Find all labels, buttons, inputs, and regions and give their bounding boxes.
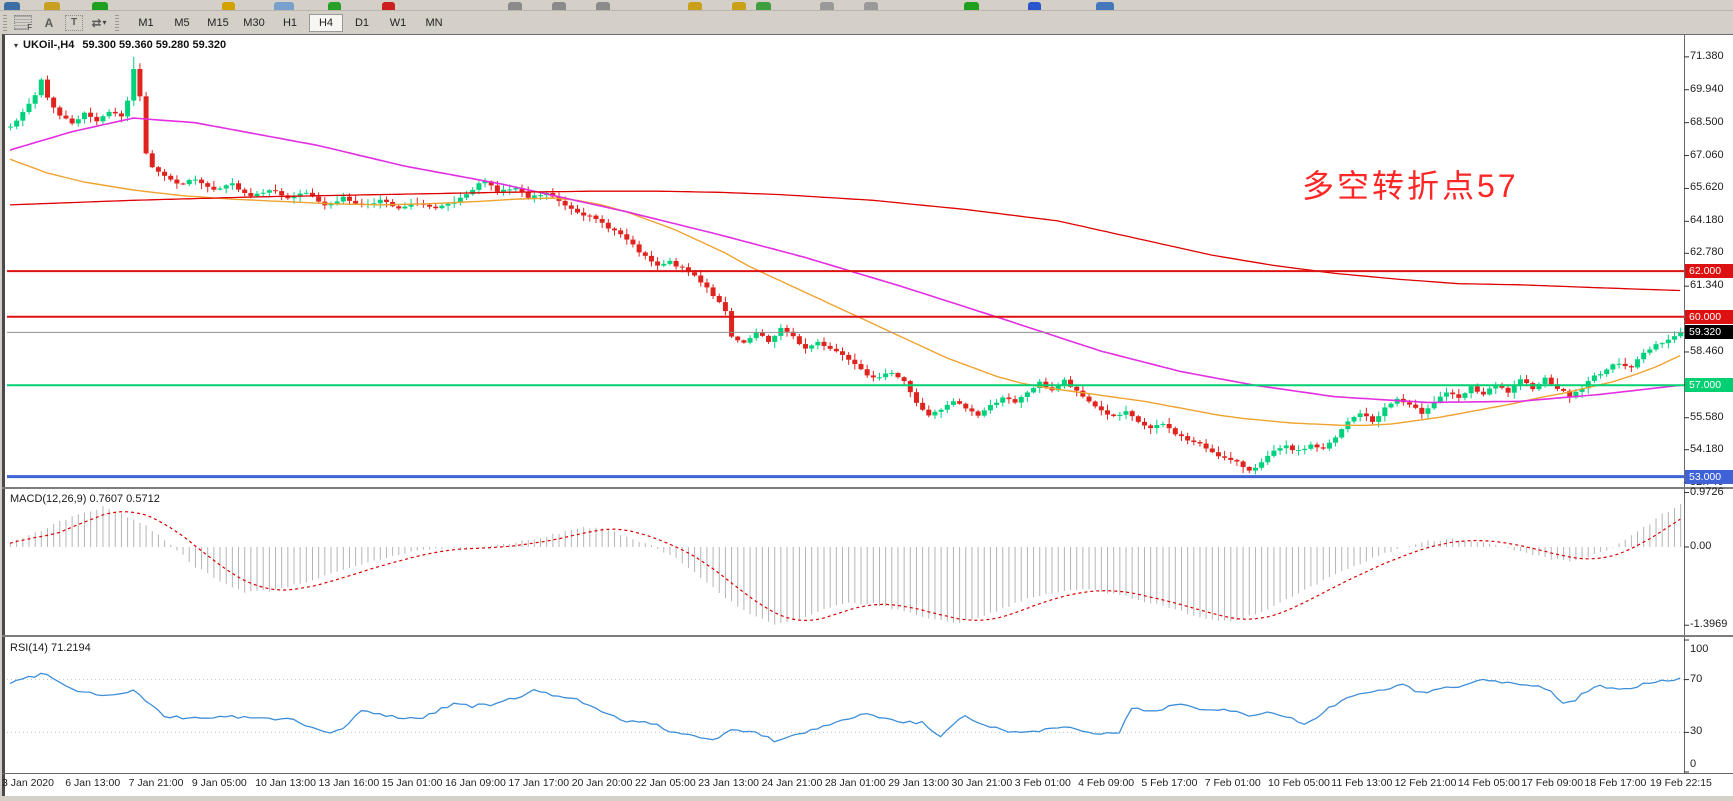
chart-collapse-arrow[interactable]: ▾ <box>14 41 19 50</box>
price-badge-53.000: 53.000 <box>1685 469 1733 484</box>
zoom-out-icon[interactable] <box>732 2 746 10</box>
search-icon[interactable] <box>44 2 60 10</box>
time-axis-label: 24 Jan 21:00 <box>761 777 823 789</box>
timeframe-button-H4[interactable]: H4 <box>309 13 343 32</box>
time-axis-label: 17 Feb 09:00 <box>1521 777 1584 789</box>
time-axis-label: 22 Jan 05:00 <box>635 777 696 789</box>
time-axis-label: 11 Feb 13:00 <box>1331 777 1393 789</box>
add-chart-icon[interactable] <box>92 2 108 10</box>
price-axis-label: 61.340 <box>1690 279 1724 292</box>
bar-chart-icon[interactable] <box>508 2 522 10</box>
chevron-down-icon[interactable]: ▾ <box>102 18 107 27</box>
annotation-label[interactable]: 多空转折点57 <box>1302 168 1519 204</box>
timeframe-button-H1[interactable]: H1 <box>282 16 298 29</box>
timeframe-button-M1[interactable]: M1 <box>138 16 154 29</box>
time-axis-label: 10 Feb 05:00 <box>1268 777 1330 789</box>
tile-windows-icon[interactable] <box>820 2 834 10</box>
price-axis-label: 69.940 <box>1690 82 1724 95</box>
macd-indicator-label: MACD(12,26,9) 0.7607 0.5712 <box>10 493 160 505</box>
rsi-axis-label: 100 <box>1690 643 1709 655</box>
indicators-icon[interactable] <box>964 2 979 10</box>
price-axis-label: 65.620 <box>1690 181 1724 194</box>
chart-quote: 59.300 59.360 59.280 59.320 <box>82 39 227 51</box>
timeframe-button-W1[interactable]: W1 <box>389 16 407 29</box>
arrows-glyph: ⇄ <box>91 15 102 30</box>
macd-axis-label: 0.9726 <box>1690 485 1724 498</box>
price-badge-60.000: 60.000 <box>1685 309 1733 324</box>
price-axis-label: 54.180 <box>1690 442 1724 455</box>
rsi-axis-label: 0 <box>1690 758 1697 770</box>
time-axis-label: 29 Jan 13:00 <box>888 777 949 789</box>
price-axis-label: 71.380 <box>1690 49 1724 62</box>
cascade-windows-icon[interactable] <box>864 2 878 10</box>
price-axis-label: 64.180 <box>1690 214 1724 227</box>
line-chart-icon[interactable] <box>596 2 610 10</box>
time-axis-label: 7 Jan 21:00 <box>128 777 184 789</box>
price-axis-label: 62.780 <box>1690 246 1724 259</box>
time-axis-label: 7 Feb 01:00 <box>1204 777 1261 789</box>
fibonacci-tool-icon[interactable]: F <box>13 14 33 32</box>
time-axis-label: 6 Jan 13:00 <box>65 777 121 789</box>
chart-symbol-period: UKOil-,H4 <box>23 39 75 51</box>
alert-icon[interactable] <box>222 2 235 10</box>
time-axis-label: 3 Feb 01:00 <box>1014 777 1071 789</box>
price-axis-label: 58.460 <box>1690 344 1724 357</box>
time-axis-label: 13 Jan 16:00 <box>318 777 380 789</box>
period-icon[interactable] <box>1028 2 1041 10</box>
timeframe-button-M5[interactable]: M5 <box>174 16 190 29</box>
timeframe-button-D1[interactable]: D1 <box>354 16 370 29</box>
chart-header: ▾ UKOil-,H4 59.300 59.360 59.280 59.320 <box>14 39 226 51</box>
time-axis-label: 10 Jan 13:00 <box>255 777 316 789</box>
price-axis-label: 67.060 <box>1690 148 1724 161</box>
toolbar-row-clipped <box>0 0 1733 11</box>
price-axis-label: 55.580 <box>1690 410 1724 423</box>
time-axis-label: 15 Jan 01:00 <box>381 777 443 789</box>
time-axis-label: 19 Feb 22:15 <box>1650 777 1712 789</box>
price-axis-label: 68.500 <box>1690 115 1724 128</box>
grid-icon[interactable] <box>756 2 771 10</box>
toolbar-drag-handle[interactable] <box>3 14 7 31</box>
time-axis-label: 17 Jan 17:00 <box>508 777 570 789</box>
toolbar-drag-handle[interactable] <box>115 14 119 31</box>
price-badge-62.000: 62.000 <box>1685 264 1733 279</box>
time-axis-label: 5 Feb 17:00 <box>1141 777 1198 789</box>
timeframe-bar: M1 M5 M15 M30 H1 H4 D1 W1 MN <box>128 13 452 32</box>
text-label-tool-icon[interactable]: T <box>65 14 83 31</box>
macd-axis-label: -1.3969 <box>1690 618 1728 631</box>
terminal-icon[interactable] <box>274 2 294 10</box>
time-axis-label: 12 Feb 21:00 <box>1394 777 1457 789</box>
time-axis-label: 4 Feb 09:00 <box>1078 777 1135 789</box>
time-axis-label: 3 Jan 2020 <box>2 777 54 789</box>
time-axis-label: 23 Jan 13:00 <box>698 777 760 789</box>
price-badge-57.000: 57.000 <box>1685 378 1733 393</box>
rsi-axis-label: 70 <box>1690 672 1703 685</box>
toolbar-row-timeframes: F A T ⇄ ▾ M1 M5 M15 M30 H1 H4 D1 W1 MN <box>0 11 1733 34</box>
time-axis-label: 16 Jan 09:00 <box>445 777 506 789</box>
template-icon[interactable] <box>1096 2 1114 10</box>
chart-window[interactable] <box>2 34 1733 796</box>
zoom-in-icon[interactable] <box>688 2 702 10</box>
stop-icon[interactable] <box>382 2 395 10</box>
price-badge-59.320: 59.320 <box>1685 325 1733 340</box>
autotrade-icon[interactable] <box>328 2 341 10</box>
time-axis-label: 20 Jan 20:00 <box>571 777 633 789</box>
timeframe-button-M15[interactable]: M15 <box>207 16 229 29</box>
time-axis-label: 14 Feb 05:00 <box>1457 777 1520 789</box>
timeframe-button-M30[interactable]: M30 <box>243 16 265 29</box>
candle-chart-icon[interactable] <box>552 2 566 10</box>
rsi-indicator-label: RSI(14) 71.2194 <box>10 642 91 654</box>
arrows-tool-icon[interactable]: ⇄ ▾ <box>89 14 109 32</box>
time-axis-label: 18 Feb 17:00 <box>1584 777 1647 789</box>
time-axis-label: 9 Jan 05:00 <box>191 777 247 789</box>
macd-axis-label: 0.00 <box>1690 540 1712 552</box>
time-axis-label: 30 Jan 21:00 <box>951 777 1013 789</box>
time-axis-label: 28 Jan 01:00 <box>824 777 886 789</box>
text-tool-icon[interactable]: A <box>44 15 54 30</box>
timeframe-button-MN[interactable]: MN <box>425 16 443 29</box>
rsi-axis-label: 30 <box>1690 725 1703 738</box>
new-order-icon[interactable] <box>4 2 20 10</box>
